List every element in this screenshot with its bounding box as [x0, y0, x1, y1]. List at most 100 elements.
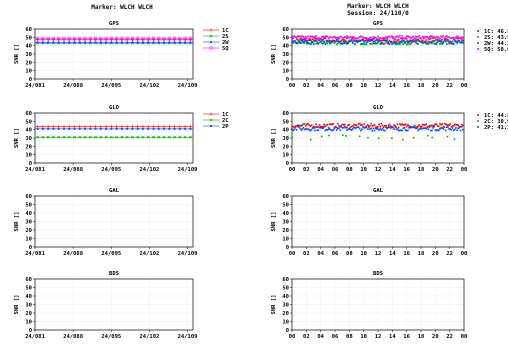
data-point-2S [382, 43, 385, 46]
data-point-1C [376, 126, 378, 128]
data-point-1C [350, 125, 353, 128]
x-tick-label: 04 [317, 83, 324, 89]
data-point-2P [323, 125, 325, 128]
data-point-1C [51, 38, 55, 42]
legend-label-1C: 1C [222, 112, 229, 118]
data-point-1C [333, 126, 336, 129]
data-point-2S [405, 43, 408, 46]
data-point-1C [435, 38, 438, 41]
data-point-1C [314, 126, 316, 129]
data-point-5Q [462, 36, 464, 39]
data-point-2W [345, 40, 347, 43]
data-point-2W [390, 41, 393, 43]
data-point-2P [423, 127, 425, 129]
data-point-2S [308, 42, 310, 45]
data-point-1C [410, 40, 413, 43]
data-point-2P [152, 127, 155, 130]
x-tick-label: 08 [346, 167, 353, 173]
x-tick-label: 02 [303, 167, 310, 173]
data-point-1C [178, 38, 182, 42]
data-point-2C [67, 135, 71, 139]
data-point-5Q [94, 36, 98, 40]
data-point-1C [419, 125, 422, 128]
data-point-2W [105, 41, 108, 44]
data-point-1C [415, 126, 417, 129]
right-glo-chart: GLO 0 10 20 30 40 50 60 00 02 04 06 08 10 12 14 16 18 20 22… [271, 105, 508, 173]
data-point-2W [68, 41, 71, 44]
x-tick-label: 24/081 [25, 83, 46, 89]
data-point-2S [347, 40, 349, 43]
data-point-2W [306, 42, 308, 45]
data-point-2W [402, 39, 405, 42]
data-point-2P [444, 129, 447, 132]
data-point-1C [300, 38, 302, 40]
data-point-1C [397, 38, 400, 41]
x-tick-label: 24/109 [178, 251, 198, 257]
data-point-5Q [436, 36, 439, 38]
data-point-2P [68, 127, 71, 130]
data-point-1C [381, 39, 384, 42]
data-point-5Q [447, 36, 449, 38]
data-point-1C [104, 124, 108, 128]
data-point-1C [446, 38, 448, 40]
data-point-1C [436, 125, 439, 127]
data-point-2C [183, 135, 187, 139]
right-bds-title: BDS [373, 271, 383, 277]
data-point-1C [67, 124, 71, 128]
left-gps-chart: GPS 0 10 20 30 40 50 60 24/081 24/088 24/095 24/102… [14, 21, 229, 89]
data-point-2P [427, 128, 430, 131]
data-point-2P [379, 127, 382, 130]
data-point-2S [403, 41, 406, 44]
data-point-2P [398, 129, 401, 132]
data-point-2S [427, 40, 430, 43]
data-point-5Q [396, 35, 399, 37]
data-point-1C [303, 123, 306, 125]
data-point-2P [442, 128, 445, 130]
data-point-5Q [299, 35, 301, 38]
data-point-2S [364, 43, 367, 45]
data-point-1C [451, 124, 454, 127]
x-tick-label: 22 [446, 334, 453, 340]
data-point-5Q [454, 37, 456, 40]
data-point-1C [183, 38, 187, 42]
data-point-5Q [331, 36, 333, 39]
data-point-1C [437, 125, 440, 128]
data-point-2P [459, 129, 462, 132]
data-point-2W [184, 41, 187, 44]
data-point-2W [389, 41, 392, 44]
data-point-2W [307, 42, 309, 44]
data-point-2W [435, 43, 438, 45]
data-point-5Q [332, 36, 335, 39]
data-point-2S [319, 41, 322, 43]
data-point-1C [407, 40, 409, 42]
y-tick-label: 40 [25, 294, 32, 300]
data-point-5Q [317, 37, 320, 39]
data-point-2W [365, 41, 368, 44]
data-point-2P [335, 129, 338, 131]
data-point-5Q [403, 37, 406, 40]
y-tick-label: 0 [29, 245, 32, 251]
data-point-2C [453, 138, 456, 140]
data-point-2S [417, 39, 419, 42]
data-point-2P [373, 129, 376, 132]
data-point-1C [146, 38, 150, 42]
data-point-1C [330, 123, 332, 125]
y-tick-label: 40 [282, 294, 289, 300]
data-point-2S [376, 39, 378, 42]
data-point-1C [346, 37, 348, 40]
data-point-5Q [318, 37, 321, 40]
data-point-2W [429, 41, 432, 44]
y-tick-label: 60 [282, 194, 289, 200]
data-point-2S [318, 41, 321, 44]
y-tick-label: 0 [29, 161, 32, 167]
data-point-5Q [301, 35, 304, 37]
x-tick-label: 24/088 [63, 167, 83, 173]
data-point-5Q [443, 37, 446, 39]
data-point-5Q [363, 36, 366, 39]
data-point-2S [416, 40, 418, 42]
data-point-1C [104, 38, 108, 42]
right-gps-title: GPS [373, 21, 383, 27]
x-tick-label: 10 [360, 251, 367, 257]
data-point-2C [367, 136, 369, 139]
data-point-5Q [51, 36, 55, 40]
